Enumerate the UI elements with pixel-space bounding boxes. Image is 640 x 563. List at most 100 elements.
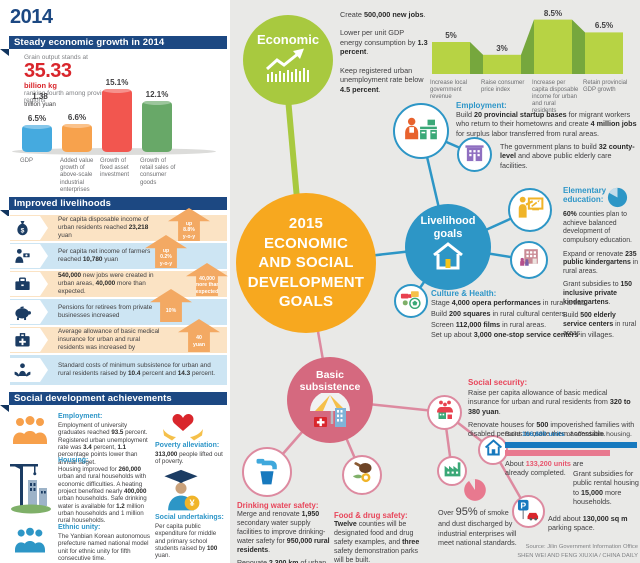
grain-note: ranking fourth among provincial regions bbox=[24, 90, 115, 105]
housing-build-text: Build 166,600 units of affordable housin… bbox=[505, 431, 632, 438]
factory-circle bbox=[437, 456, 467, 486]
step-cat-gdp: Retain provincial GDP growth bbox=[583, 80, 628, 94]
step-cat-cpi: Raise consumer price index bbox=[481, 80, 525, 94]
economic-goal: Create 500,000 new jobs. bbox=[340, 10, 426, 19]
education-item: Grant subsidies to 150 inclusive private… bbox=[563, 281, 632, 306]
bar-cat-fixed: Growth of fixed asset investment bbox=[100, 158, 130, 179]
piggy-bank-icon bbox=[8, 300, 48, 324]
medical-kit-icon bbox=[8, 328, 48, 352]
basic-subsistence-circle: Basic subsistence bbox=[287, 357, 373, 443]
svg-text:$: $ bbox=[21, 227, 25, 234]
employment-goal-body: Build 20 provincial startup bases for mi… bbox=[456, 110, 637, 138]
undertakings-title: Social undertakings: bbox=[155, 514, 224, 521]
parking-circle: P bbox=[512, 495, 545, 528]
elderly-care-circle bbox=[457, 137, 492, 172]
up-arrow-badge: up 8.8% y-o-y bbox=[168, 208, 210, 241]
growth-bar-chart bbox=[18, 80, 214, 152]
startup-base-circle bbox=[393, 103, 449, 159]
social-security-title: Social security: bbox=[468, 378, 528, 387]
housing-block: Housing: Housing improved for 260,000 ur… bbox=[58, 457, 154, 525]
umbrella-protection-icon bbox=[307, 391, 353, 435]
gdp-extra-label: 1.38 trillion yuan bbox=[24, 92, 56, 108]
ribbon-fold bbox=[0, 405, 9, 412]
affordable-housing-circle bbox=[478, 435, 508, 465]
parking-car-icon: P bbox=[516, 498, 541, 526]
housing-crane-icon bbox=[8, 462, 52, 525]
livelihood-goals-label: Livelihood goals bbox=[420, 215, 476, 240]
section-header-social: Social development achievements bbox=[9, 392, 227, 405]
step-cat-income: Increase per capita disposable income fo… bbox=[532, 80, 579, 115]
house-outline-icon bbox=[430, 242, 466, 276]
byline: SHEN WEI AND FENG XIUXIA / CHINA DAILY bbox=[517, 552, 638, 559]
badge-line: y-o-y bbox=[159, 260, 173, 267]
food-drumstick-icon bbox=[349, 459, 376, 491]
targets-step-area-chart bbox=[432, 19, 623, 75]
drinking-water-title: Drinking water safety: bbox=[237, 501, 319, 510]
livelihood-row: Per capita net income of farmers reached… bbox=[8, 235, 227, 269]
ethnic-unity-body: The Yanbian Korean autonomous prefecture… bbox=[58, 533, 150, 562]
economic-goal: Keep registered urban unemployment rate … bbox=[340, 65, 424, 94]
housing-subsidy-text: Grant subsidies for public rental housin… bbox=[573, 469, 639, 507]
housing-body: Housing improved for 260,000 urban and r… bbox=[58, 466, 147, 525]
education-item: Build 500 elderly service centers in rur… bbox=[563, 312, 637, 337]
briefcase-icon bbox=[8, 272, 48, 296]
livelihood-text: Per capita net income of farmers reached… bbox=[58, 248, 151, 263]
badge-line: 0.2% bbox=[160, 254, 172, 261]
undertakings-block: Social undertakings: Per capita public e… bbox=[155, 514, 227, 560]
culture-health-title: Culture & Health: bbox=[431, 289, 497, 298]
badge-line: 10% bbox=[165, 308, 177, 315]
housing-total-bar bbox=[505, 442, 637, 448]
poverty-heart-hands-icon bbox=[160, 408, 206, 447]
year-title: 2014 bbox=[10, 6, 53, 28]
livelihood-text: Per capita disposable income of urban re… bbox=[58, 216, 149, 239]
badge-line: y-o-y bbox=[182, 233, 196, 240]
poverty-body: 313,000 people lifted out of poverty. bbox=[155, 451, 223, 466]
drinking-water-block: Drinking water safety: Merge and renovat… bbox=[237, 501, 334, 563]
poverty-title: Poverty alleviation: bbox=[155, 442, 220, 449]
livelihood-row: Pensions for retirees from private busin… bbox=[8, 289, 227, 325]
central-2015-goals-circle: 2015 ECONOMIC AND SOCIAL DEVELOPMENT GOA… bbox=[236, 193, 376, 333]
education-pie-icon bbox=[606, 186, 629, 214]
culture-item: Build 200 squares in rural cultural cent… bbox=[431, 308, 568, 318]
employment-people-icon bbox=[10, 414, 50, 453]
elderly-care-text: The government plans to build 32 county-… bbox=[500, 142, 635, 170]
farmer-income-icon bbox=[8, 244, 48, 268]
employment-block: Employment: Employment of university gra… bbox=[58, 413, 154, 466]
livelihood-row: Standard costs of minimum subsistence fo… bbox=[8, 355, 227, 385]
badge-line: 40 bbox=[196, 335, 202, 341]
drinking-water-p2: Renovate 2,300 km of urban underground p… bbox=[237, 559, 334, 563]
culture-media-sport-icons bbox=[399, 286, 424, 316]
bar-cat-gdp: GDP bbox=[20, 158, 34, 164]
livelihood-row: Average allowance of basic medical insur… bbox=[8, 319, 227, 353]
factory-icon bbox=[442, 458, 463, 484]
bar-industrial bbox=[62, 121, 92, 152]
kindergarten-circle bbox=[510, 241, 548, 279]
livelihood-text: Standard costs of minimum subsistence fo… bbox=[58, 362, 216, 377]
house-icon bbox=[483, 437, 504, 463]
badge-line: 8.8% bbox=[183, 227, 195, 234]
economic-label: Economic bbox=[256, 32, 320, 47]
education-items: 60% counties plan to achieve balanced de… bbox=[563, 211, 639, 343]
step-value-income: 8.5% bbox=[543, 9, 563, 18]
economic-goals-list: Create 500,000 new jobs. Lower per unit … bbox=[340, 10, 428, 103]
education-item: 60% counties plan to achieve balanced de… bbox=[563, 211, 632, 244]
bar-value-gdp: 6.5% bbox=[27, 114, 47, 123]
svg-text:¥: ¥ bbox=[189, 498, 195, 508]
parking-text: Add about 130,000 sq m parking space. bbox=[548, 514, 628, 533]
ethnic-unity-people-icon bbox=[12, 526, 48, 561]
bar-value-industrial: 6.6% bbox=[67, 113, 87, 122]
basic-subsistence-label: Basic subsistence bbox=[299, 369, 361, 394]
undertakings-body: Per capita public expenditure for middle… bbox=[155, 523, 218, 560]
badge-line: 40,000 bbox=[199, 275, 215, 282]
section-header-economic-growth: Steady economic growth in 2014 bbox=[9, 36, 227, 49]
ribbon-fold bbox=[0, 49, 9, 56]
badge-line: yuan bbox=[192, 341, 206, 348]
social-security-p1: Raise per capita allowance of basic medi… bbox=[468, 388, 631, 416]
livelihood-text: Pensions for retirees from private busin… bbox=[58, 304, 153, 319]
drinking-water-circle bbox=[242, 447, 292, 497]
poverty-block: Poverty alleviation: 313,000 people lift… bbox=[155, 442, 227, 466]
culture-item: Set up about 3,000 one-stop service cent… bbox=[431, 330, 614, 340]
source-credit: Source: Jilin Government Information Off… bbox=[470, 543, 638, 560]
family-housing-icon bbox=[433, 398, 457, 427]
